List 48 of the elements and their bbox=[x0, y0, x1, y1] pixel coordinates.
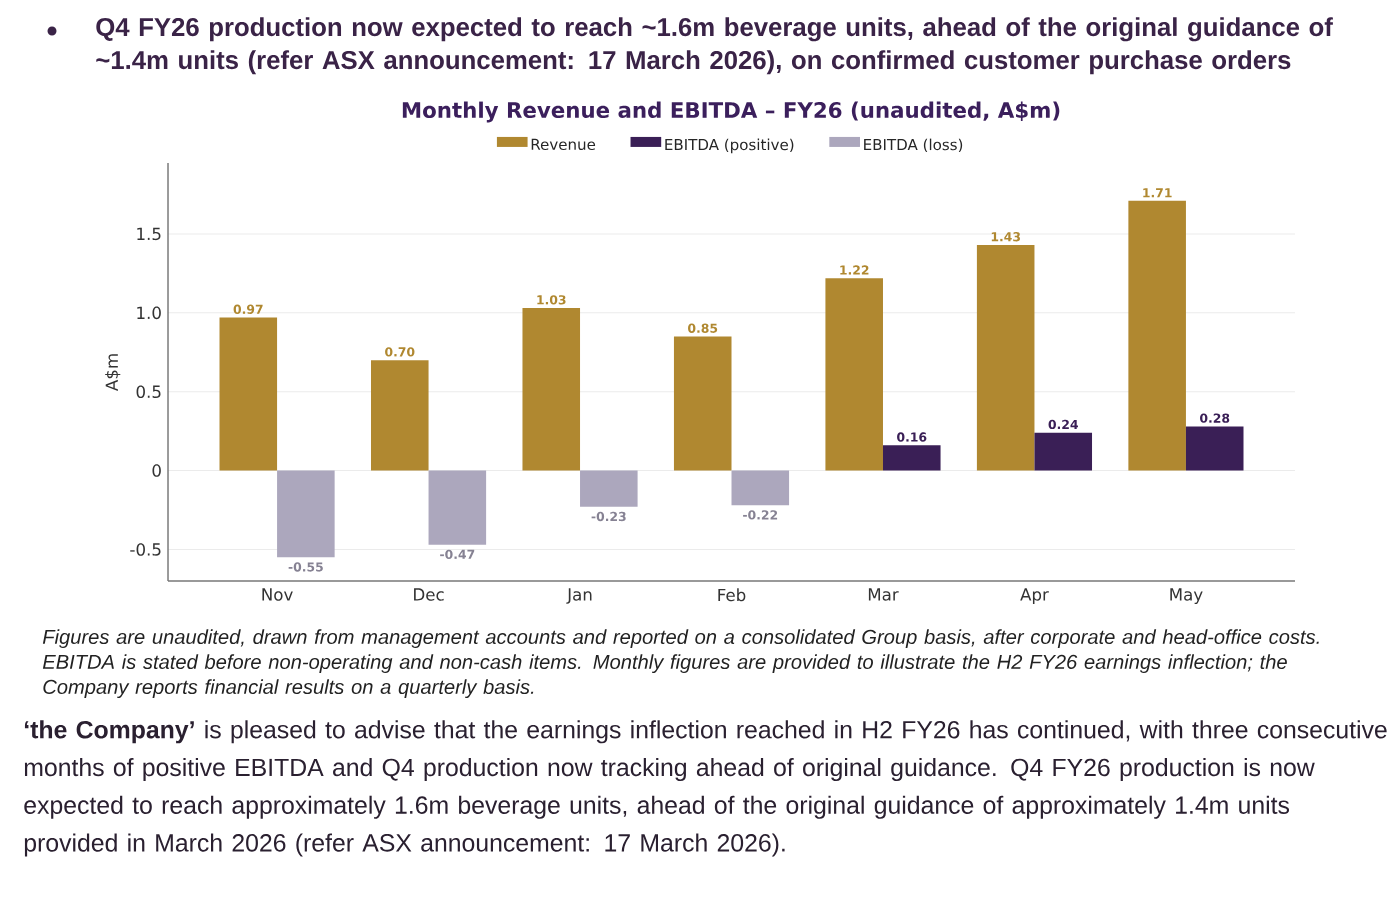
data-label: -0.55 bbox=[288, 562, 323, 572]
data-label: 0.28 bbox=[1200, 413, 1230, 423]
bar bbox=[1185, 426, 1244, 471]
y-axis-title: A$m bbox=[105, 354, 121, 391]
bar bbox=[882, 445, 941, 471]
x-tick-label: Apr bbox=[1020, 588, 1049, 604]
bar bbox=[976, 245, 1035, 471]
data-label: -0.23 bbox=[591, 511, 626, 522]
chart-title: Monthly Revenue and EBITDA – FY26 (unaudited, A$m) bbox=[402, 101, 1060, 123]
data-label: 1.03 bbox=[537, 295, 566, 305]
data-label: -0.22 bbox=[743, 510, 778, 520]
text: Q4 FY26 production now expected to reach ~1.6m beverage units, ahead of the original guidance of ~1.4m units (refer ASX announcement: 17 March 2026), on confirmed customer purchase orders bbox=[96, 17, 1333, 75]
x-tick-label: Mar bbox=[868, 588, 899, 601]
data-label: 1.71 bbox=[1143, 188, 1172, 198]
bar bbox=[673, 336, 732, 471]
data-label: 1.43 bbox=[991, 232, 1020, 242]
bar bbox=[522, 308, 581, 471]
y-tick-label: 0.5 bbox=[136, 385, 161, 398]
data-label: 1.22 bbox=[840, 265, 869, 275]
legend-label: Revenue bbox=[531, 138, 596, 151]
legend-label: EBITDA (loss) bbox=[864, 138, 963, 153]
x-tick-label: Jan bbox=[566, 588, 592, 604]
bar bbox=[1128, 200, 1186, 471]
bar bbox=[1034, 432, 1093, 471]
data-label: 0.97 bbox=[233, 304, 263, 314]
y-tick-label: 1.0 bbox=[137, 306, 161, 320]
data-label: 0.70 bbox=[385, 347, 415, 357]
bar bbox=[370, 360, 429, 471]
bar bbox=[219, 317, 278, 471]
x-tick-label: Feb bbox=[718, 588, 746, 602]
bar bbox=[428, 470, 487, 545]
data-label: 0.24 bbox=[1048, 419, 1078, 430]
data-label: 0.85 bbox=[688, 323, 718, 333]
bar bbox=[825, 278, 883, 471]
bar bbox=[731, 470, 790, 506]
x-tick-label: May bbox=[1170, 588, 1203, 604]
y-tick-label: 1.5 bbox=[137, 227, 161, 241]
x-tick-label: Nov bbox=[262, 588, 293, 601]
data-label: -0.47 bbox=[440, 549, 475, 560]
text: Figures are unaudited, drawn from management accounts and reported on a consolidated Group basis, after corporate and head-office costs. EBITDA is stated before non-operating and non-cash items. Monthly figures are provided to illustrate the H2 FY26 earnings inflection; the Company reports financial results on a quarterly basis. bbox=[42, 629, 1319, 699]
bar bbox=[580, 470, 638, 507]
y-tick-label: -0.5 bbox=[130, 543, 161, 556]
text: ‘the Company’ is pleased to advise that the earnings inflection reached in H2 FY26 has continued, with three consecutive months of positive EBITDA and Q4 production now tracking ahead of original guidance. Q4 FY26 production is now expected to reach approximately 1.6m beverage units, ahead of the original guidance of approximately 1.4m units provided in March 2026 (refer ASX announcement: 17 March 2026). bbox=[24, 720, 1387, 857]
bar bbox=[277, 470, 335, 558]
y-tick-label: 0 bbox=[152, 464, 161, 477]
legend-label: EBITDA (positive) bbox=[665, 138, 794, 154]
data-label: 0.16 bbox=[897, 432, 927, 442]
x-tick-label: Dec bbox=[414, 588, 444, 601]
